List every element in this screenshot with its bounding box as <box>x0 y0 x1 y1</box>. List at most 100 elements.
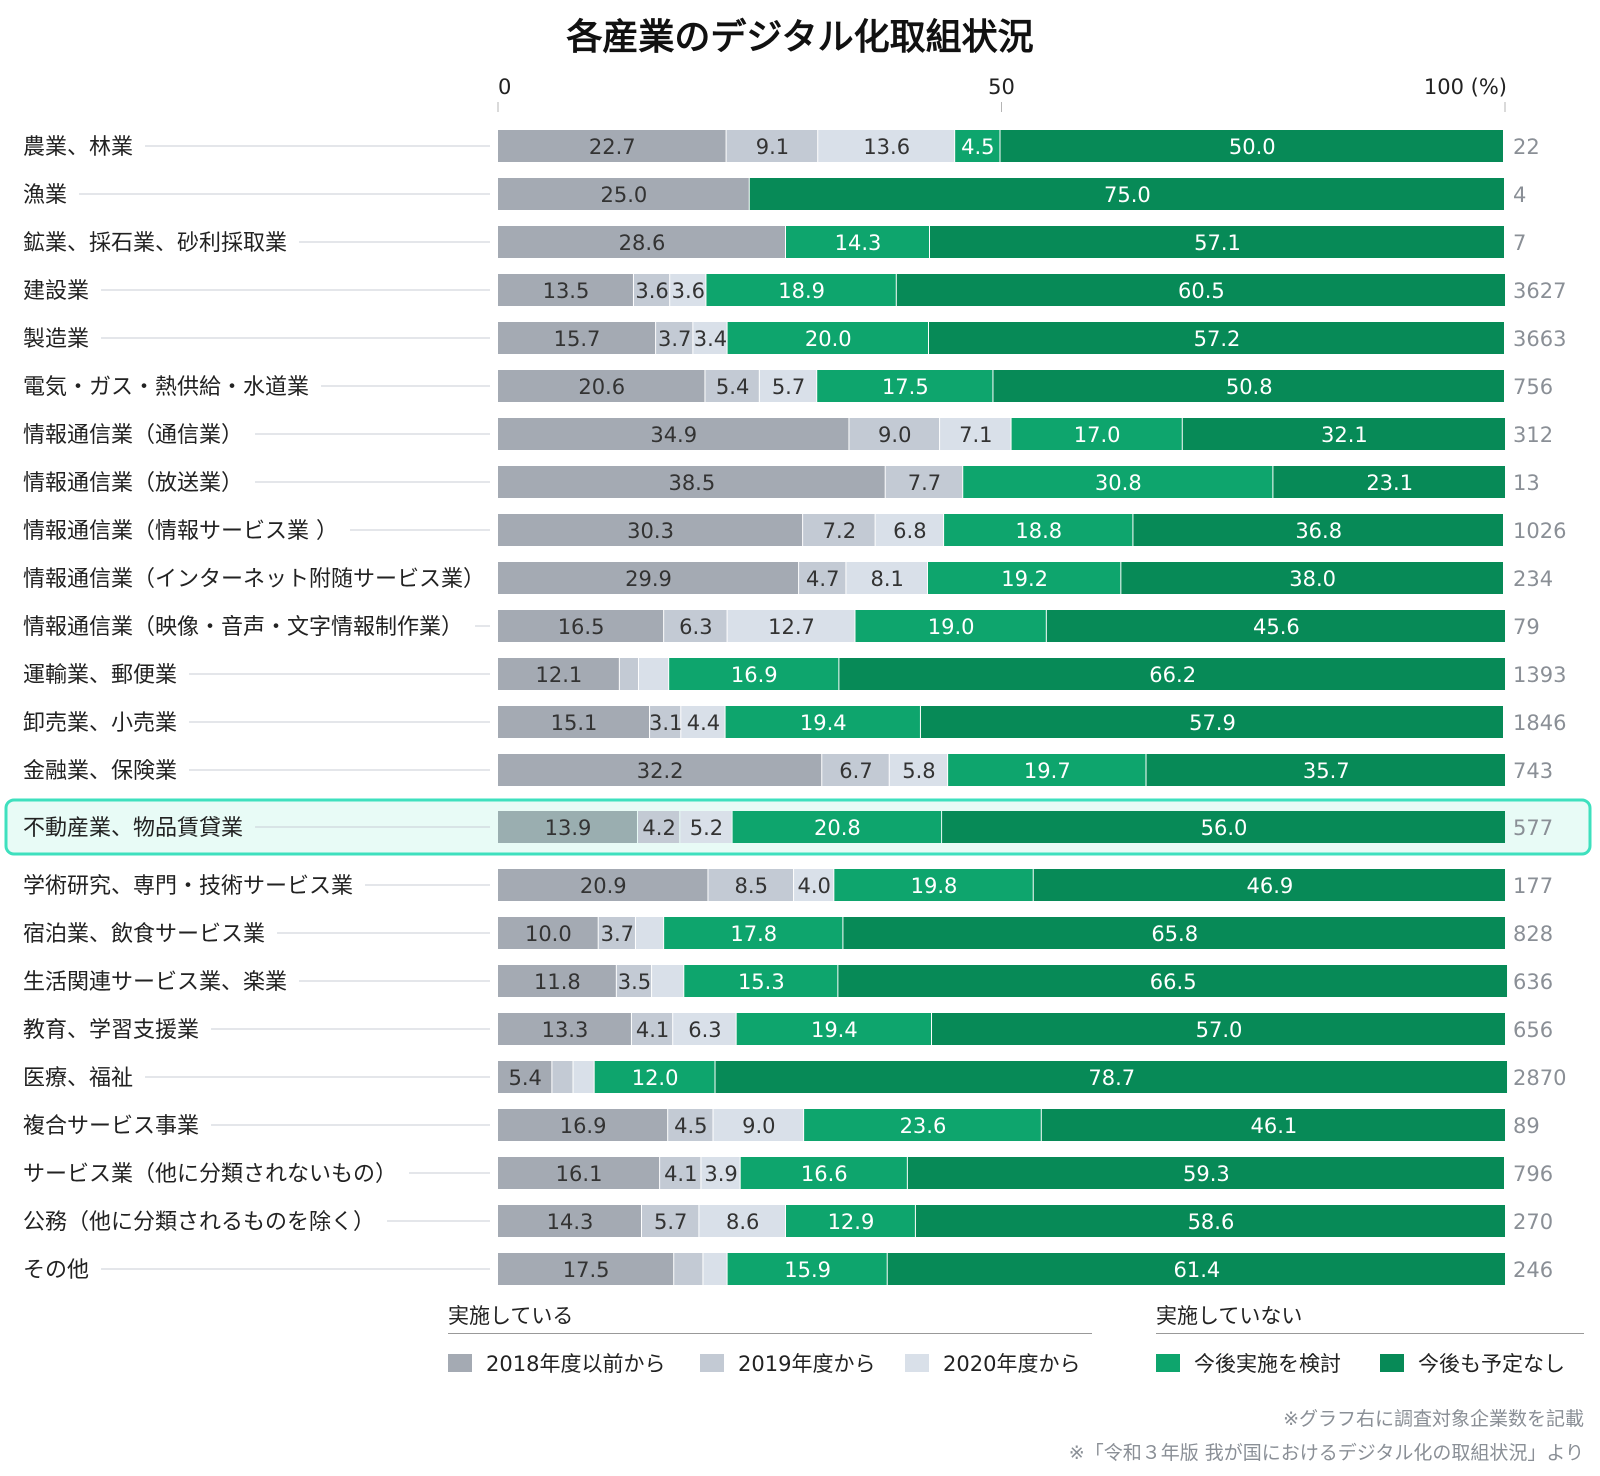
bar-segment <box>932 1013 1506 1045</box>
bar-segment <box>498 322 656 354</box>
bar-segment <box>498 274 633 306</box>
bar-segment <box>631 1013 673 1045</box>
bar-segment <box>673 1013 736 1045</box>
bar-value-label: 20.6 <box>578 375 625 399</box>
bar-segment <box>942 811 1506 843</box>
bar-segment <box>498 514 803 546</box>
legend-swatch-2020 <box>905 1354 929 1372</box>
bar-value-label: 32.2 <box>637 759 684 783</box>
chart-title: 各産業のデジタル化取組状況 <box>566 17 1034 58</box>
bar-segment <box>727 610 855 642</box>
bar-segment <box>1000 130 1503 162</box>
category-label: 漁業 <box>23 183 67 208</box>
category-label: 医療、福祉 <box>23 1066 133 1091</box>
bar-segment <box>759 370 817 402</box>
bar-segment <box>725 706 920 738</box>
bar-segment <box>498 965 616 997</box>
bar-segment <box>786 226 930 258</box>
bar-segment <box>794 869 834 901</box>
bar-value-label: 4.5 <box>961 135 994 159</box>
bar-segment <box>664 610 727 642</box>
bar-segment <box>927 562 1121 594</box>
bar-segment <box>635 917 664 949</box>
bar-value-label: 30.3 <box>627 519 674 543</box>
bar-value-label: 36.8 <box>1295 519 1342 543</box>
bar-segment <box>598 917 635 949</box>
bar-segment <box>674 1253 703 1285</box>
category-label: その他 <box>23 1258 89 1283</box>
bar-segment <box>680 811 732 843</box>
bar-value-label: 17.5 <box>563 1258 610 1282</box>
bar-value-label: 46.1 <box>1251 1114 1298 1138</box>
bar-segment <box>498 370 705 402</box>
sample-count-label: 3663 <box>1513 327 1566 351</box>
bar-value-label: 66.2 <box>1149 663 1196 687</box>
sample-count-label: 89 <box>1513 1114 1540 1138</box>
category-label: 学術研究、専門・技術サービス業 <box>23 874 353 899</box>
category-label: 農業、林業 <box>23 135 133 160</box>
bar-value-label: 18.8 <box>1015 519 1062 543</box>
bar-value-label: 13.9 <box>545 816 592 840</box>
bar-value-label: 34.9 <box>650 423 697 447</box>
bar-segment <box>1041 1109 1506 1141</box>
category-label: 金融業、保険業 <box>23 759 177 784</box>
sample-count-label: 7 <box>1513 231 1526 255</box>
bar-value-label: 16.9 <box>560 1114 607 1138</box>
bar-value-label: 9.1 <box>756 135 789 159</box>
bar-segment <box>708 869 794 901</box>
bar-segment <box>849 418 940 450</box>
bar-value-label: 8.5 <box>735 874 768 898</box>
bar-segment <box>637 811 680 843</box>
bar-segment <box>498 1205 642 1237</box>
x-tick-label: 100 (%) <box>1424 75 1507 99</box>
bar-segment <box>726 130 818 162</box>
bar-value-label: 13.3 <box>542 1018 589 1042</box>
bar-segment <box>498 658 619 690</box>
bar-value-label: 10.0 <box>525 922 572 946</box>
bar-segment <box>907 1157 1504 1189</box>
bar-segment <box>594 1061 715 1093</box>
bar-value-label: 19.2 <box>1001 567 1048 591</box>
bar-segment <box>1121 562 1503 594</box>
bar-value-label: 4.0 <box>797 874 830 898</box>
bar-value-label: 3.1 <box>649 711 682 735</box>
bar-segment <box>885 466 963 498</box>
bar-segment <box>573 1061 594 1093</box>
bar-value-label: 46.9 <box>1246 874 1293 898</box>
bar-value-label: 3.5 <box>618 970 651 994</box>
bar-segment <box>701 1157 740 1189</box>
bar-value-label: 19.4 <box>800 711 847 735</box>
bar-segment <box>693 322 727 354</box>
sample-count-label: 246 <box>1513 1258 1553 1282</box>
bar-value-label: 6.3 <box>679 615 712 639</box>
bar-segment <box>713 1109 804 1141</box>
bar-value-label: 12.9 <box>828 1210 875 1234</box>
sample-count-label: 1026 <box>1513 519 1566 543</box>
bar-segment <box>498 1109 668 1141</box>
bar-value-label: 28.6 <box>619 231 666 255</box>
bar-segment <box>838 965 1508 997</box>
legend-swatch-2018 <box>448 1354 472 1372</box>
bar-segment <box>940 418 1011 450</box>
bar-segment <box>652 965 684 997</box>
bar-value-label: 57.0 <box>1196 1018 1243 1042</box>
bar-segment <box>875 514 944 546</box>
category-label: 情報通信業（通信業） <box>23 423 243 448</box>
bar-value-label: 12.0 <box>632 1066 679 1090</box>
stacked-bar-chart: 0 50 100 (%) 農業、林業 22.7 9.1 13.6 4.5 50.0 22 漁業 25.… <box>4 75 1592 1285</box>
bar-value-label: 22.7 <box>589 135 636 159</box>
sample-count-label: 796 <box>1513 1162 1553 1186</box>
bar-value-label: 75.0 <box>1104 183 1151 207</box>
legend-label-2018: 2018年度以前から <box>486 1352 666 1376</box>
bar-value-label: 19.8 <box>911 874 958 898</box>
bar-segment <box>1011 418 1182 450</box>
sample-count-label: 22 <box>1513 135 1540 159</box>
bar-segment <box>669 658 839 690</box>
bar-segment <box>993 370 1504 402</box>
sample-count-label: 756 <box>1513 375 1553 399</box>
bar-value-label: 15.7 <box>554 327 601 351</box>
note-count: ※グラフ右に調査対象企業数を記載 <box>1283 1408 1584 1430</box>
category-label: 教育、学習支援業 <box>23 1018 199 1043</box>
bar-value-label: 3.9 <box>704 1162 737 1186</box>
legend-swatch-2019 <box>700 1354 724 1372</box>
